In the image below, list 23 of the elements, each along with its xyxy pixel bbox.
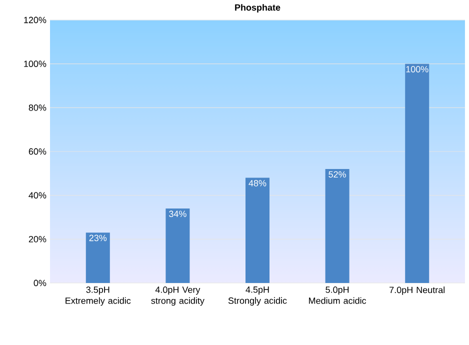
bar — [405, 64, 430, 283]
bar — [166, 208, 190, 283]
x-tick-label: 5.0pH Medium acidic — [309, 286, 366, 304]
y-tick-label: 60% — [28, 148, 46, 155]
x-tick-label: 7.0pH Neutral — [390, 286, 445, 295]
y-tick-label: 40% — [28, 192, 46, 199]
data-label: 34% — [169, 210, 186, 218]
data-label: 48% — [248, 180, 266, 186]
y-tick-label: 0% — [34, 280, 46, 286]
chart-title: Phosphate — [235, 4, 280, 12]
data-label: 52% — [328, 171, 346, 178]
data-label: 23% — [89, 234, 107, 242]
bar — [246, 178, 270, 283]
y-tick-label: 20% — [28, 236, 46, 242]
x-tick-label: 4.5pH Strongly acidic — [228, 286, 287, 306]
x-tick-label: 3.5pH Extremely acidic — [66, 286, 131, 306]
y-tick-label: 120% — [24, 16, 46, 24]
x-tick-label: 4.0pH Very strong acidity — [151, 286, 204, 306]
bar — [325, 169, 350, 283]
bar — [86, 232, 110, 283]
y-tick-label: 80% — [28, 104, 46, 111]
data-label: 100% — [406, 66, 428, 72]
y-tick-label: 100% — [24, 60, 46, 68]
